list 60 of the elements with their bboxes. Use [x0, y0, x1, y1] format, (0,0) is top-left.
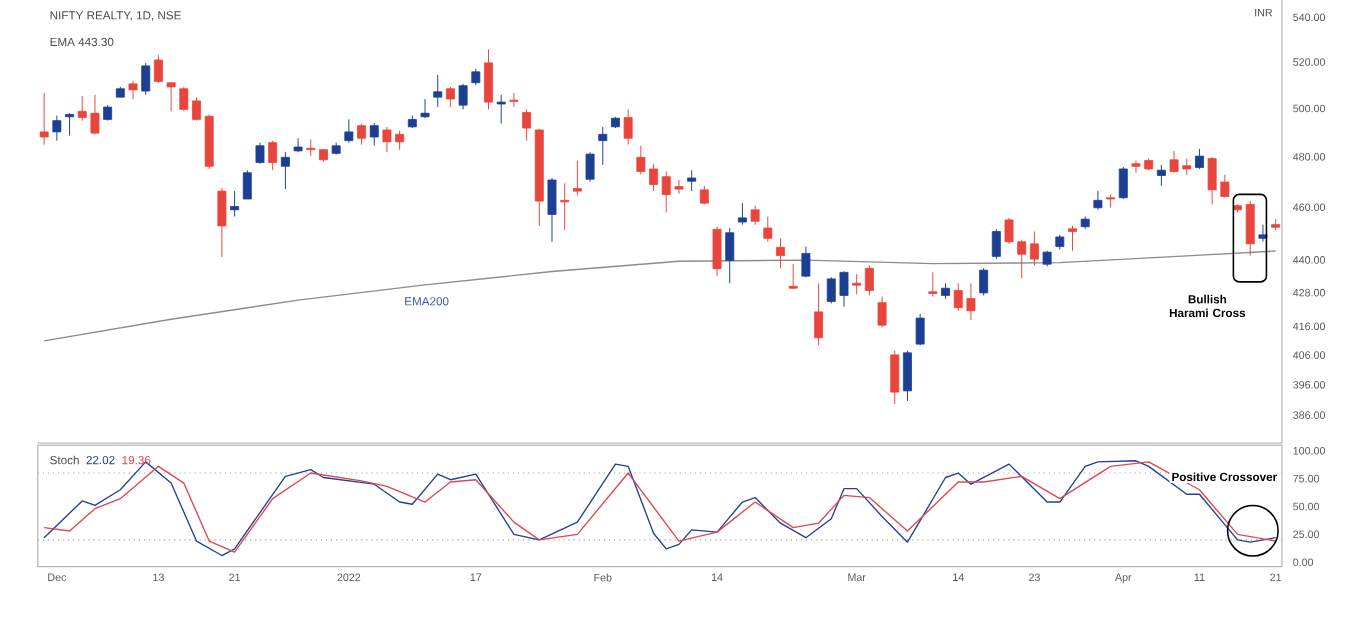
candlestick [1195, 148, 1204, 170]
candlestick [877, 296, 887, 329]
candlestick [433, 74, 443, 108]
candlestick [801, 246, 811, 278]
candlestick [547, 177, 557, 243]
candlestick [128, 80, 138, 100]
candlestick [344, 119, 354, 144]
candlestick [306, 139, 316, 157]
candlestick [522, 109, 532, 142]
candlestick [1029, 231, 1039, 266]
candlestick [991, 229, 1001, 260]
candlestick [852, 273, 862, 295]
candlestick [814, 282, 824, 346]
candlestick [750, 205, 760, 226]
candlestick [369, 122, 379, 147]
candlestick [737, 202, 747, 226]
candlestick [242, 169, 252, 200]
candlestick [509, 92, 519, 108]
candlestick [585, 151, 595, 183]
candlestick [560, 182, 570, 231]
candlestick [39, 92, 49, 146]
candlestick [598, 126, 608, 166]
candlestick [903, 350, 912, 402]
candlestick [1093, 190, 1103, 211]
candlestick [268, 140, 278, 171]
candlestick [357, 123, 366, 146]
candlestick [484, 49, 493, 111]
candlestick [725, 227, 735, 284]
candlestick [776, 237, 785, 269]
candlestick [572, 160, 582, 196]
candlestick [788, 263, 798, 290]
candlestick [458, 83, 468, 111]
candlestick [420, 98, 430, 119]
candlestick [65, 112, 74, 137]
candlestick [979, 267, 989, 297]
candlestick [1258, 224, 1268, 243]
candlestick [141, 62, 151, 96]
candlestick [52, 115, 62, 142]
candlestick [623, 109, 633, 146]
candlestick [255, 142, 265, 165]
candlestick [1156, 164, 1166, 187]
candlestick [915, 313, 925, 346]
candlestick [1068, 225, 1077, 252]
candlestick [1118, 166, 1128, 200]
candlestick [445, 86, 455, 108]
candlestick [230, 190, 240, 218]
candlestick [687, 169, 697, 192]
candlestick [928, 272, 938, 298]
candlestick [166, 82, 176, 112]
candlestick [496, 94, 506, 125]
candlestick [890, 350, 900, 405]
candlestick [712, 226, 722, 277]
candlestick [280, 151, 290, 190]
candlestick [153, 54, 163, 84]
candlestick [864, 264, 874, 297]
candlestick [763, 216, 773, 243]
candlestick [1245, 200, 1255, 257]
line-series [43, 250, 1277, 342]
candlestick [293, 137, 303, 153]
candlestick [217, 187, 227, 258]
